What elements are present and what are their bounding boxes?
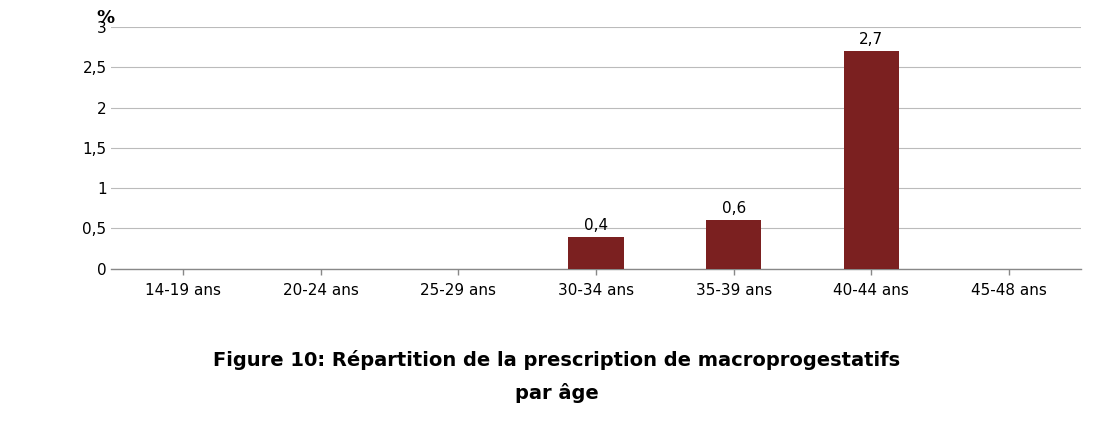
Text: 0,6: 0,6 xyxy=(722,202,745,216)
Text: 2,7: 2,7 xyxy=(859,32,883,47)
Bar xyxy=(843,51,899,269)
Text: 0,4: 0,4 xyxy=(584,218,608,233)
Text: Figure 10: Répartition de la prescription de macroprogestatifs
par âge: Figure 10: Répartition de la prescriptio… xyxy=(214,350,900,403)
Bar xyxy=(706,220,761,269)
Text: %: % xyxy=(96,9,114,27)
Bar xyxy=(568,237,624,269)
